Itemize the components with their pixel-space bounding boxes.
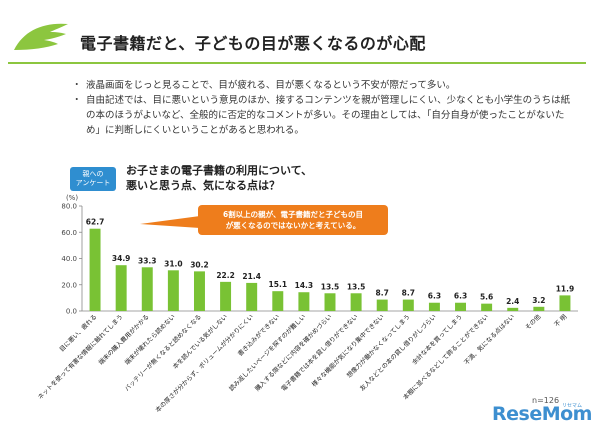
bar — [324, 293, 336, 311]
callout-line2: が悪くなるのではないかと考えている。 — [225, 221, 361, 230]
sample-size: n=126 — [532, 396, 560, 405]
data-label: 33.3 — [138, 256, 157, 265]
title-divider — [8, 62, 586, 64]
data-label: 22.2 — [216, 271, 235, 280]
data-label: 2.4 — [506, 297, 519, 306]
bullet-list: 液晶画面をじっと見ることで、目が疲れる、目が悪くなるという不安が際だって多い。 … — [72, 78, 574, 138]
bar — [533, 306, 545, 311]
chart-title-line1: お子さまの電子書籍の利用について、 — [126, 164, 313, 177]
bar — [298, 292, 310, 311]
bar — [193, 271, 205, 311]
category-label: 端末が壊れたら読めない — [123, 313, 177, 367]
data-label: 5.6 — [480, 293, 493, 302]
data-label: 3.2 — [532, 296, 545, 305]
category-label: 不満、気になる点はない — [462, 313, 516, 367]
category-label: その他 — [523, 313, 542, 332]
bar — [350, 293, 362, 311]
data-label: 21.4 — [242, 272, 261, 281]
bar — [376, 299, 388, 311]
category-label: 余計な本を買ってしまう — [410, 313, 464, 367]
bar — [220, 281, 232, 311]
survey-badge-line1: 親への — [82, 170, 104, 178]
data-label: 6.3 — [428, 292, 441, 301]
bar — [402, 299, 414, 311]
chart-title-line2: 悪いと思う点、気になる点は？ — [126, 179, 280, 192]
resemom-logo: ReseMom — [492, 403, 592, 425]
bullet-item: 自由記述では、目に悪いという意見のほか、接するコンテンツを親が管理しにくい、少な… — [72, 93, 574, 138]
y-tick-label: 0.0 — [66, 308, 77, 316]
wing-icon — [14, 23, 68, 50]
chart-title: お子さまの電子書籍の利用について、 悪いと思う点、気になる点は？ — [126, 163, 312, 193]
data-label: 31.0 — [164, 259, 183, 268]
bar — [272, 291, 284, 311]
survey-badge: 親への アンケート — [70, 167, 116, 191]
bar — [559, 295, 571, 311]
data-label: 6.3 — [454, 292, 467, 301]
data-label: 11.9 — [556, 284, 575, 293]
category-label: 本を読んでいる気がしない — [171, 313, 229, 371]
callout-line1: 6割以上の親が、電子書籍だと子どもの目 — [222, 210, 364, 219]
data-label: 62.7 — [86, 218, 105, 227]
category-label: 本の厚さが分からず、ボリュームが分かりにくい — [154, 313, 255, 414]
y-axis-unit: (%) — [66, 194, 78, 202]
bar — [115, 265, 127, 311]
callout-box: 6割以上の親が、電子書籍だと子どもの目 が悪くなるのではないかと考えている。 — [198, 205, 388, 235]
category-label: 不 明 — [553, 313, 568, 328]
bar — [141, 267, 153, 311]
data-label: 34.9 — [112, 254, 131, 263]
resemom-logo-sub: リセマム — [562, 403, 583, 409]
data-label: 13.5 — [347, 282, 366, 291]
bar — [481, 303, 493, 311]
data-label: 13.5 — [321, 282, 340, 291]
bar — [246, 282, 258, 311]
data-label: 30.2 — [190, 260, 209, 269]
bullet-item: 液晶画面をじっと見ることで、目が疲れる、目が悪くなるという不安が際だって多い。 — [72, 78, 574, 93]
data-label: 15.1 — [269, 280, 288, 289]
page-title: 電子書籍だと、子どもの目が悪くなるのが心配 — [80, 34, 426, 53]
y-tick-label: 20.0 — [61, 281, 77, 289]
bar — [89, 228, 101, 311]
category-label: 端末の購入費用がかかる — [97, 313, 151, 367]
y-tick-label: 80.0 — [61, 203, 77, 211]
data-label: 14.3 — [295, 281, 314, 290]
survey-badge-line2: アンケート — [75, 179, 111, 187]
bar — [167, 270, 179, 311]
y-tick-label: 60.0 — [61, 229, 77, 237]
bar — [507, 307, 519, 311]
y-tick-label: 40.0 — [61, 255, 77, 263]
data-label: 8.7 — [402, 289, 415, 298]
callout-pointer — [140, 216, 200, 228]
data-label: 8.7 — [376, 289, 389, 298]
bar — [455, 302, 467, 311]
bar — [428, 302, 440, 311]
